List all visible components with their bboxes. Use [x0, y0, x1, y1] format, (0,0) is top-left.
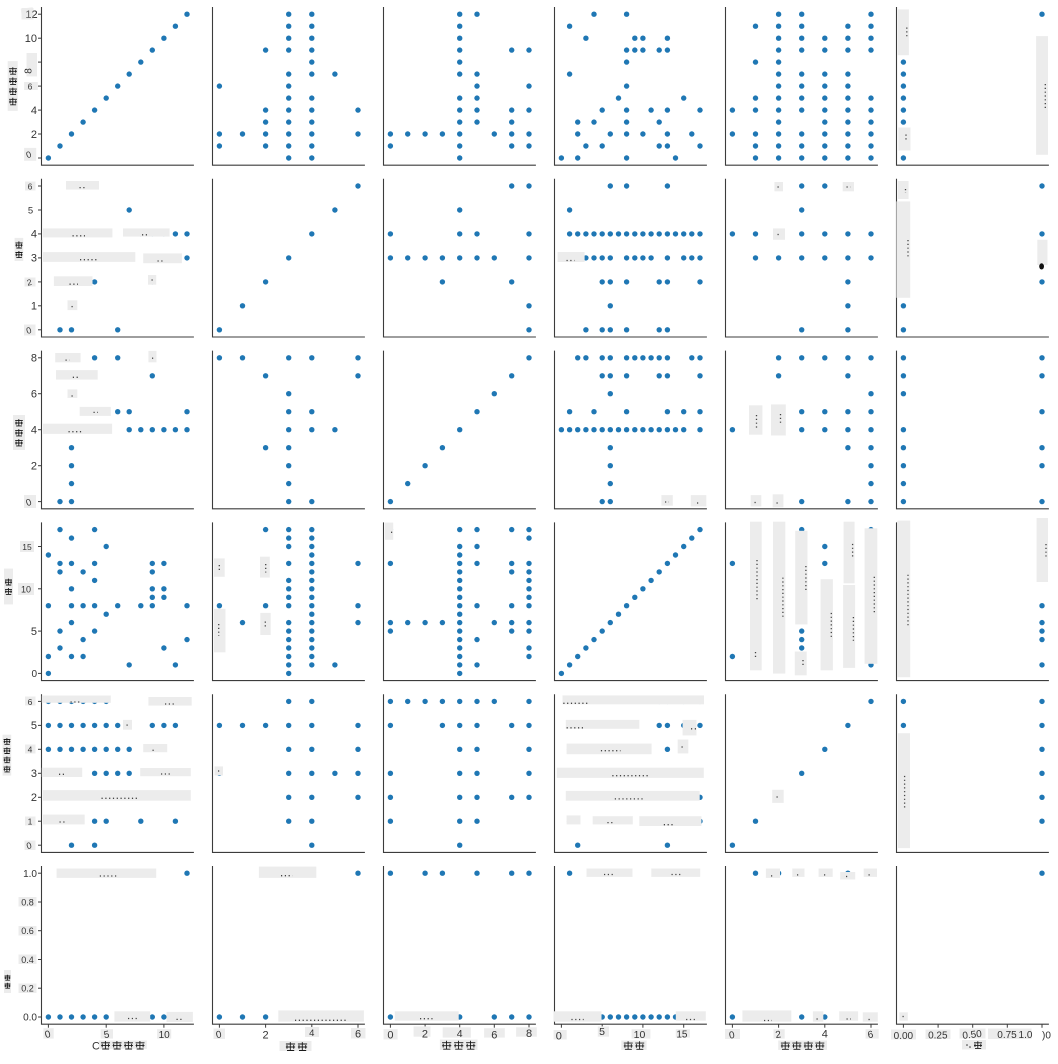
svg-text:2: 2 [422, 1029, 428, 1041]
svg-text:4: 4 [457, 1028, 463, 1040]
svg-text:12: 12 [25, 9, 37, 21]
svg-text:5: 5 [31, 626, 37, 638]
svg-text:10: 10 [634, 1029, 646, 1041]
svg-text:6: 6 [867, 1029, 875, 1041]
svg-text:0.6: 0.6 [21, 926, 34, 936]
svg-text:3: 3 [31, 768, 37, 780]
svg-text:3: 3 [31, 253, 37, 265]
svg-text:0.00: 0.00 [894, 1031, 914, 1042]
svg-text:10: 10 [25, 33, 37, 45]
svg-text:6: 6 [28, 182, 33, 192]
svg-text:6: 6 [355, 1029, 361, 1041]
svg-text:4: 4 [309, 1028, 314, 1039]
svg-text:1: 1 [28, 817, 33, 827]
svg-text:0.8: 0.8 [21, 897, 34, 907]
svg-text:0.50: 0.50 [962, 1029, 983, 1042]
svg-text:15: 15 [676, 1030, 688, 1041]
svg-text:0: 0 [25, 149, 33, 160]
svg-text:2: 2 [26, 277, 33, 288]
svg-text:4: 4 [31, 425, 37, 437]
svg-text:4: 4 [31, 229, 37, 241]
svg-text:0.0: 0.0 [23, 1013, 37, 1024]
svg-text:2: 2 [31, 129, 37, 141]
svg-text:2: 2 [263, 1029, 269, 1041]
svg-text:2: 2 [775, 1029, 782, 1041]
svg-text:5: 5 [599, 1026, 605, 1038]
svg-text:2: 2 [31, 460, 37, 472]
svg-text:8: 8 [24, 68, 35, 74]
svg-text:1.0: 1.0 [1019, 1030, 1033, 1041]
svg-text:0: 0 [44, 1029, 52, 1041]
svg-text:0.25: 0.25 [928, 1030, 948, 1041]
svg-text:10: 10 [159, 1030, 171, 1041]
svg-text:8: 8 [31, 353, 37, 365]
svg-text:8: 8 [526, 1028, 532, 1040]
svg-text:5: 5 [103, 1029, 110, 1041]
svg-text:5: 5 [31, 720, 37, 732]
svg-text:0: 0 [215, 1029, 223, 1041]
svg-text:6: 6 [31, 389, 37, 401]
svg-text:1.0: 1.0 [23, 869, 37, 880]
svg-text:0.4: 0.4 [21, 955, 34, 965]
svg-text:0: 0 [387, 1030, 393, 1042]
svg-text:0: 0 [556, 1030, 562, 1042]
svg-text:6: 6 [491, 1029, 497, 1041]
svg-text:C: C [92, 1041, 100, 1053]
svg-text:15: 15 [22, 542, 32, 552]
svg-text:1: 1 [31, 301, 37, 313]
svg-text:4: 4 [28, 745, 33, 755]
svg-text:0: 0 [25, 497, 34, 509]
svg-text:0: 0 [31, 669, 37, 680]
svg-text:0: 0 [25, 840, 32, 851]
svg-text:0: 0 [25, 325, 33, 336]
svg-text:4: 4 [822, 1028, 828, 1040]
svg-text:2: 2 [31, 792, 37, 804]
svg-text:4: 4 [31, 105, 37, 117]
svg-text:)0: )0 [1042, 1031, 1051, 1042]
svg-text:0.75: 0.75 [997, 1030, 1017, 1041]
svg-text:10: 10 [21, 585, 31, 595]
svg-text:0.2: 0.2 [21, 984, 34, 994]
svg-text:0: 0 [728, 1030, 736, 1042]
svg-text:6: 6 [28, 697, 33, 707]
svg-text:5: 5 [28, 205, 33, 216]
svg-text:6: 6 [28, 81, 33, 91]
